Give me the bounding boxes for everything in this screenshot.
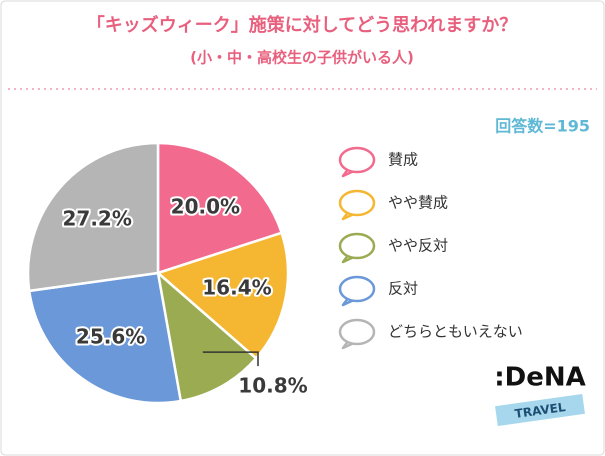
legend-swatch — [338, 318, 376, 346]
pie-slice — [155, 231, 290, 361]
legend-swatch — [338, 275, 376, 303]
logo-band — [495, 393, 585, 427]
pie-slice — [27, 271, 183, 405]
chart-title: 「キッズウィーク」施策に対してどう思われますか？ — [87, 14, 518, 36]
legend-swatch — [338, 232, 376, 260]
value-label: 20.0% — [171, 194, 240, 218]
logo: :DeNA TRAVEL — [494, 363, 586, 427]
value-label: 10.8% — [238, 374, 307, 398]
legend-label: 賛成 — [388, 151, 418, 169]
legend-label: やや賛成 — [388, 194, 448, 212]
pie-slice — [156, 269, 258, 403]
value-label: 16.4% — [202, 276, 271, 300]
legend-label: 反対 — [388, 280, 418, 298]
legend-swatch — [338, 146, 376, 174]
logo-brand: :DeNA — [494, 363, 586, 393]
value-label: 25.6% — [76, 325, 145, 349]
chart-subtitle: (小・中・高校生の子供がいる人) — [190, 49, 414, 67]
legend-swatch — [338, 189, 376, 217]
leader-line — [202, 351, 259, 367]
legend-label: どちらともいえない — [388, 323, 523, 341]
legend-label: やや反対 — [388, 237, 448, 255]
pie-slice — [156, 141, 284, 275]
sample-size: 回答数=195 — [495, 117, 590, 136]
pie-slice — [26, 141, 160, 293]
value-label: 27.2% — [63, 207, 132, 231]
